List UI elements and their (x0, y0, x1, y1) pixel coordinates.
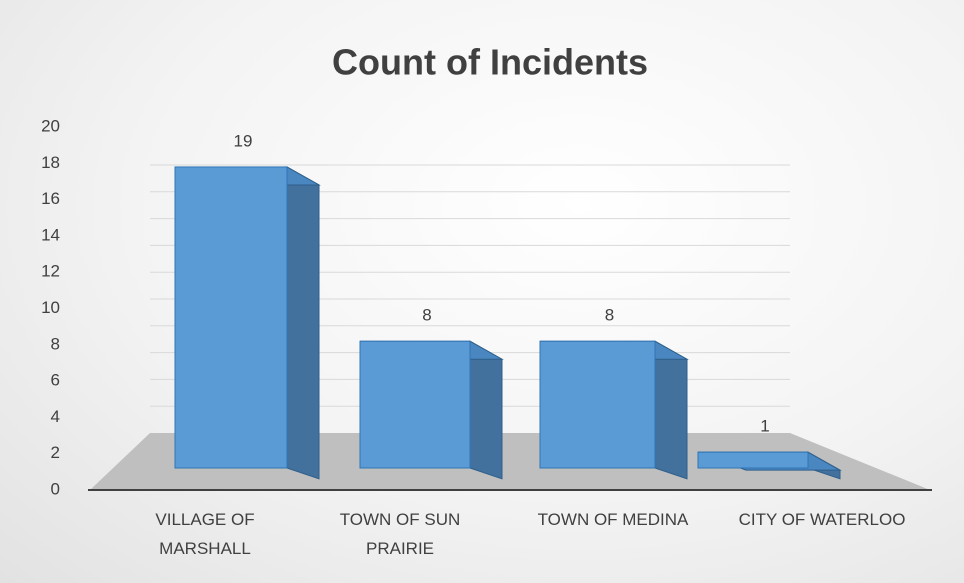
bar (174, 166, 321, 480)
y-tick-label: 16 (41, 189, 60, 208)
bar-side (286, 166, 320, 480)
bar-front (539, 340, 656, 469)
y-tick-label: 12 (41, 262, 60, 281)
y-tick-label: 10 (41, 298, 60, 317)
data-label: 8 (605, 306, 614, 325)
bar-front (174, 166, 288, 469)
y-tick-label: 6 (51, 371, 60, 390)
y-tick-label: 20 (41, 116, 60, 135)
y-tick-label: 18 (41, 153, 60, 172)
bar-front (359, 340, 471, 469)
bar (697, 451, 842, 480)
y-tick-label: 8 (51, 334, 60, 353)
y-tick-label: 0 (51, 479, 60, 498)
data-label: 19 (234, 131, 253, 150)
bar-front (697, 451, 809, 469)
chart-title: Count of Incidents (332, 42, 648, 83)
bar (539, 340, 689, 480)
bar-side (654, 340, 688, 480)
bar (359, 340, 504, 480)
data-label: 8 (422, 306, 431, 325)
y-tick-label: 2 (51, 443, 60, 462)
x-tick-label: CITY OF WATERLOO (738, 510, 906, 529)
x-tick-label: TOWN OF SUN PRAIRIE (339, 510, 461, 558)
y-tick-label: 4 (51, 407, 60, 426)
x-tick-label: VILLAGE OF MARSHALL (155, 510, 255, 558)
bar-side (469, 340, 503, 480)
x-tick-label: TOWN OF MEDINA (537, 510, 689, 529)
y-tick-label: 14 (41, 225, 60, 244)
data-label: 1 (760, 417, 769, 436)
